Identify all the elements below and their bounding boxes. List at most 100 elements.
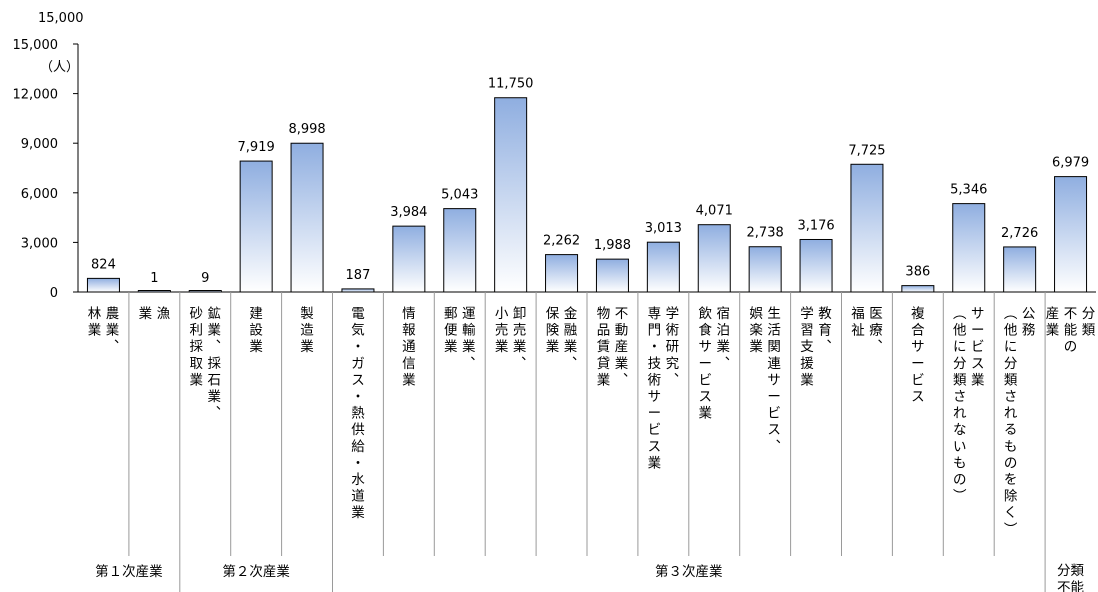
y-tick-label: 3,000 [21, 236, 58, 251]
bar [443, 208, 477, 293]
category-label-char: ︶ [1004, 522, 1018, 538]
category-label-char: 楽 [749, 323, 763, 339]
category-label-char: 採 [208, 356, 222, 372]
bar [341, 288, 375, 293]
category-label-char: ︑ [818, 339, 832, 355]
category-label-char: に [1004, 339, 1018, 355]
category-label-char: 能 [1064, 323, 1078, 339]
category-label-char: 業 [495, 339, 509, 355]
category-label-char: の [1004, 455, 1018, 471]
bar [952, 203, 986, 293]
category-label-char: 教 [818, 306, 832, 322]
bar [392, 225, 426, 293]
category-label-char: く [1004, 505, 1018, 521]
category-label-char: 門 [648, 323, 662, 339]
category-label-char: ー [648, 406, 662, 422]
bar [595, 258, 629, 293]
category-label-char: ー [767, 389, 781, 405]
category-label-char: 業 [249, 339, 263, 355]
category-label-char: 便 [444, 323, 458, 339]
category-label-char: さ [1004, 389, 1018, 405]
category-label-char: 貸 [597, 356, 611, 372]
category-label-char: 供 [351, 422, 365, 438]
value-label: 8,998 [288, 122, 325, 137]
category-label-char: さ [953, 389, 967, 405]
category-label-char: 業 [444, 339, 458, 355]
category-label-char: 業 [402, 372, 416, 388]
category-label-char: な [953, 422, 967, 438]
category-label-char: サ [971, 306, 985, 322]
category-label-char: 林 [88, 306, 102, 322]
category-label-char: 連 [767, 356, 781, 372]
category-label-char: も [953, 455, 967, 471]
group-label: 第１次産業 [95, 563, 163, 580]
category-label-char: 業 [208, 323, 222, 339]
category-label-char: 技 [648, 356, 662, 372]
top-axis-label: 15,000 [38, 11, 84, 26]
category-label-char: を [1004, 472, 1018, 488]
value-label: 1,988 [594, 238, 631, 253]
category-label-char: ー [699, 356, 713, 372]
category-label-char: ビ [767, 406, 781, 422]
bar [901, 285, 935, 293]
category-label-char: 業 [717, 339, 731, 355]
category-label-char: 不 [1064, 306, 1078, 322]
category-label-char: 医 [869, 306, 883, 322]
category-label-char: ︑ [564, 356, 578, 372]
value-label: 3,013 [645, 221, 682, 236]
category-label-char: 情 [402, 306, 416, 322]
y-tick-label: 0 [50, 286, 58, 301]
category-label-char: 産 [1046, 306, 1060, 322]
bar [748, 246, 782, 293]
value-label: 5,346 [950, 183, 987, 198]
value-label: 5,043 [441, 188, 478, 203]
category-label-char: 業 [1046, 323, 1060, 339]
category-label-char: 習 [800, 323, 814, 339]
category-label-char: 業 [208, 389, 222, 405]
category-label-char: 製 [300, 306, 314, 322]
category-label-char: 気 [351, 323, 365, 339]
category-label-char: 務 [1022, 323, 1036, 339]
category-label-char: 造 [300, 323, 314, 339]
category-label-char: 売 [513, 323, 527, 339]
category-label-char: い [953, 439, 967, 455]
group-label: 不能 [1057, 580, 1084, 592]
category-label-char: サ [699, 339, 713, 355]
category-label-char: ス [351, 372, 365, 388]
value-label: 4,071 [696, 204, 733, 219]
category-label-char: 究 [666, 356, 680, 372]
category-label-char: 給 [351, 439, 365, 455]
category-label-char: ス [911, 389, 925, 405]
category-label-char: 援 [800, 356, 814, 372]
category-label-char: 生 [767, 306, 781, 322]
bar [1054, 176, 1088, 293]
category-label-char: 金 [564, 306, 578, 322]
category-label-char: 業 [300, 339, 314, 355]
value-label: 3,984 [390, 205, 427, 220]
category-label-char: ︑ [666, 372, 680, 388]
category-label-char: 取 [190, 356, 204, 372]
category-label-char: 学 [666, 306, 680, 322]
category-label-char: ガ [351, 356, 365, 372]
category-label-char: 漁 [157, 306, 171, 322]
category-label-char: ス [648, 439, 662, 455]
category-label-char: 支 [800, 339, 814, 355]
category-label-char: 食 [699, 322, 713, 339]
bar [799, 238, 833, 293]
category-label-char: 鉱 [208, 306, 222, 322]
category-label-char: 分 [1004, 356, 1018, 372]
category-label-char: 分 [953, 356, 967, 372]
category-label-char: も [1004, 439, 1018, 455]
category-label-char: 業 [88, 323, 102, 339]
category-label-char: ・ [351, 455, 365, 471]
category-label-char: 除 [1004, 489, 1018, 505]
category-label-char: ︑ [208, 339, 222, 355]
category-label-char: の [1064, 339, 1078, 355]
category-label-char: ︑ [462, 356, 476, 372]
category-label-char: 保 [546, 306, 560, 322]
category-label-char: ・ [351, 339, 365, 355]
category-label-char: 報 [402, 323, 416, 339]
value-label: 386 [905, 265, 930, 280]
bar [697, 224, 731, 293]
